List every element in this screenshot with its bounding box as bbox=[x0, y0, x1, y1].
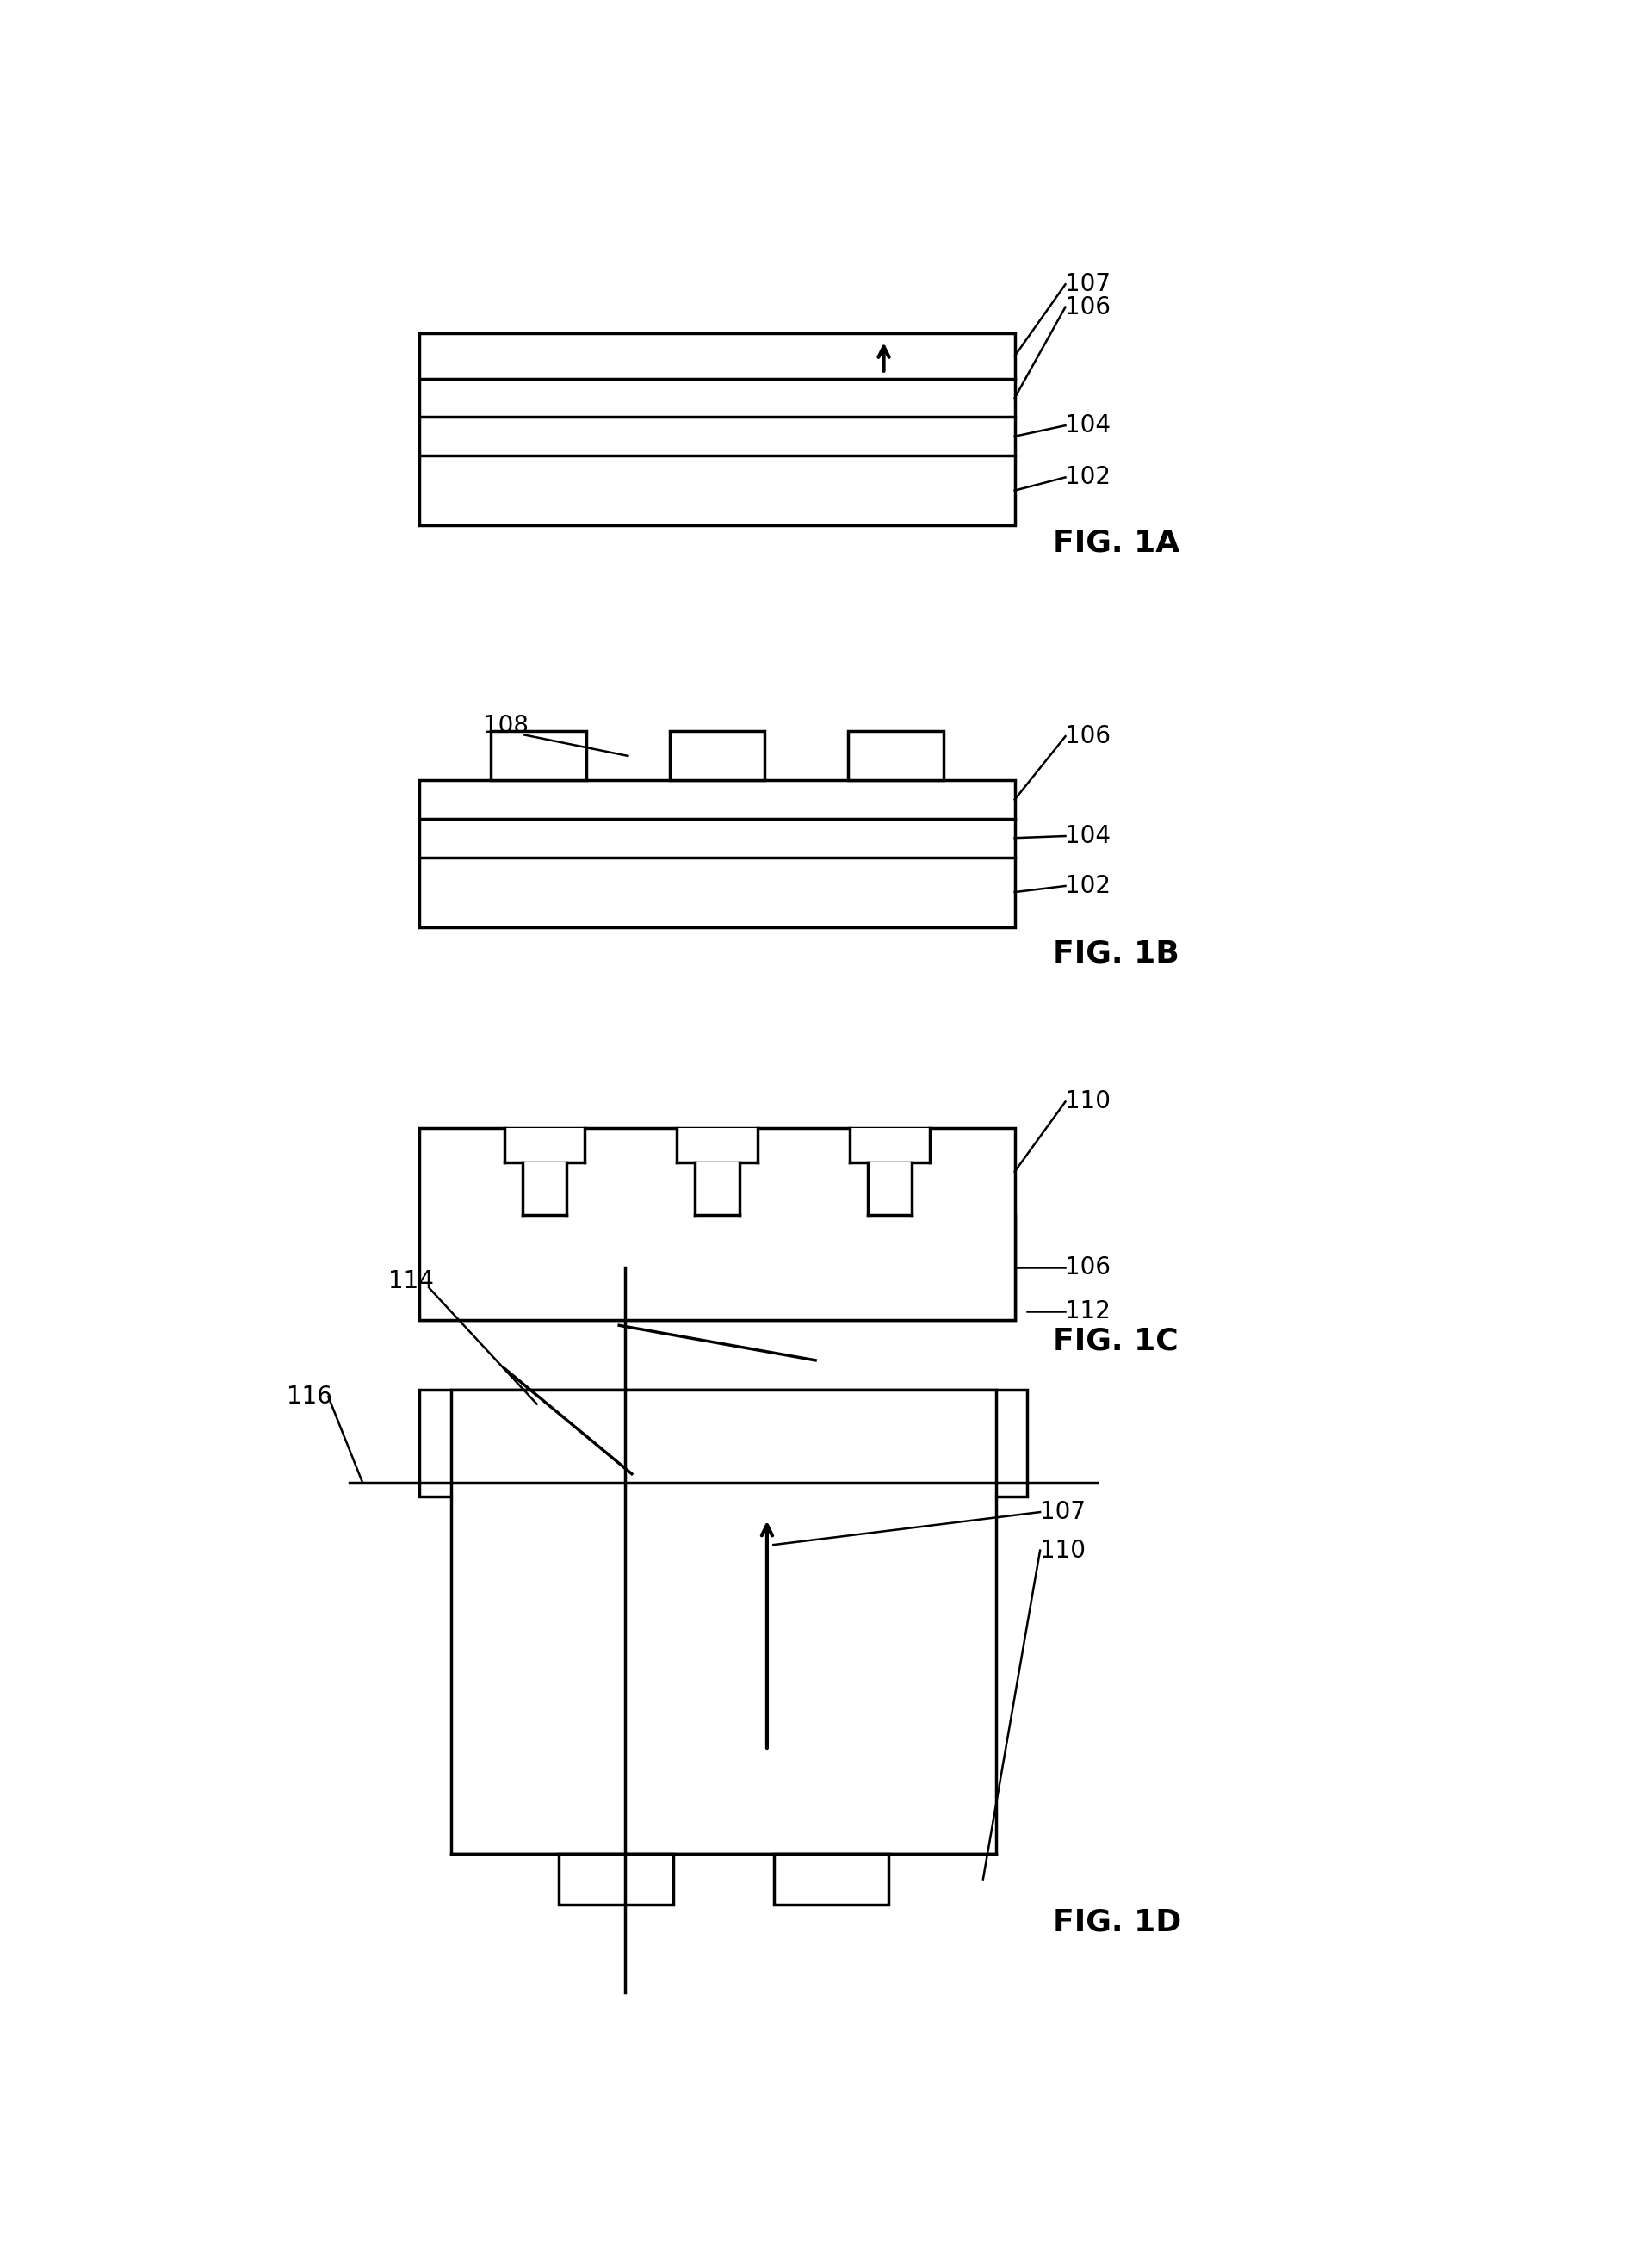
Bar bbox=[559, 1853, 673, 1905]
Bar bbox=[670, 733, 765, 780]
Text: 116: 116 bbox=[286, 1386, 332, 1408]
Text: 104: 104 bbox=[1065, 413, 1111, 438]
Text: 110: 110 bbox=[1041, 1538, 1085, 1563]
Bar bbox=[523, 1163, 567, 1216]
Bar bbox=[850, 1127, 930, 1163]
Bar bbox=[451, 1390, 995, 1853]
Text: FIG. 1B: FIG. 1B bbox=[1052, 939, 1180, 968]
Text: 110: 110 bbox=[1065, 1089, 1111, 1114]
Bar bbox=[420, 780, 1015, 928]
Text: 107: 107 bbox=[1065, 272, 1111, 297]
Text: 107: 107 bbox=[1041, 1499, 1085, 1524]
Text: 114: 114 bbox=[387, 1270, 433, 1293]
Bar bbox=[420, 1216, 1015, 1320]
Text: 102: 102 bbox=[1065, 465, 1111, 490]
Bar bbox=[868, 1163, 912, 1216]
Bar bbox=[420, 1127, 1015, 1320]
Text: 106: 106 bbox=[1065, 723, 1111, 748]
Text: 102: 102 bbox=[1065, 873, 1111, 898]
Text: 106: 106 bbox=[1065, 1256, 1111, 1279]
Text: FIG. 1C: FIG. 1C bbox=[1052, 1327, 1178, 1356]
Bar bbox=[676, 1127, 757, 1163]
Text: 104: 104 bbox=[1065, 823, 1111, 848]
Bar bbox=[505, 1127, 585, 1163]
Bar bbox=[420, 1390, 1028, 1497]
Bar bbox=[694, 1163, 739, 1216]
Text: 108: 108 bbox=[484, 714, 528, 739]
Text: 112: 112 bbox=[1065, 1300, 1111, 1322]
Bar bbox=[420, 333, 1015, 526]
Text: 106: 106 bbox=[1065, 295, 1111, 320]
Text: FIG. 1D: FIG. 1D bbox=[1052, 1907, 1181, 1937]
Bar bbox=[848, 733, 943, 780]
Text: FIG. 1A: FIG. 1A bbox=[1052, 528, 1180, 558]
Bar bbox=[775, 1853, 889, 1905]
Bar bbox=[490, 733, 587, 780]
